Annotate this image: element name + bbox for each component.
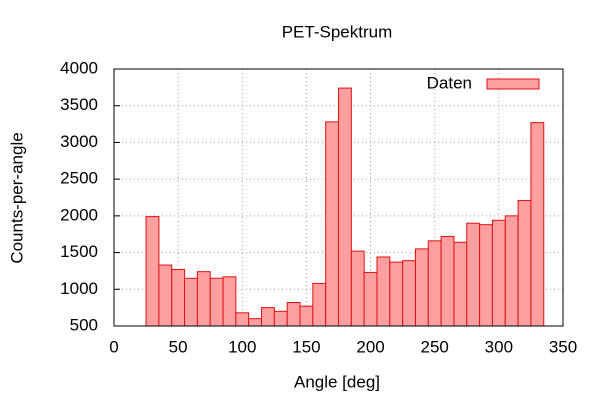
x-tick-label: 250: [421, 337, 449, 356]
bar: [363, 271, 378, 327]
bar: [376, 256, 391, 327]
bar: [158, 264, 173, 327]
legend-label: Daten: [427, 73, 472, 92]
x-tick-label: 300: [485, 337, 513, 356]
x-tick-label: 200: [356, 337, 384, 356]
bar: [440, 235, 455, 327]
bar: [235, 312, 250, 327]
legend-swatch: [486, 78, 540, 90]
bar: [184, 277, 198, 327]
x-tick-label: 100: [228, 337, 256, 356]
x-tick-label: 0: [109, 337, 118, 356]
bar: [479, 224, 493, 327]
plot-frame: [113, 68, 564, 327]
bar: [466, 222, 481, 327]
y-tick-label: 3000: [60, 132, 98, 151]
bar: [273, 310, 288, 327]
bar: [427, 240, 442, 327]
y-tick-label: 1000: [60, 279, 98, 298]
bar: [261, 307, 275, 327]
bar: [530, 122, 545, 327]
bar: [209, 277, 224, 327]
y-tick-label: 2500: [60, 169, 98, 188]
y-tick-label: 1500: [60, 242, 98, 261]
bar: [196, 271, 211, 327]
bar: [414, 248, 429, 327]
bar: [222, 276, 237, 327]
bar: [325, 121, 339, 327]
bar: [453, 241, 468, 327]
bar: [145, 216, 160, 327]
y-axis-label: Counts-per-angle: [7, 132, 26, 263]
x-tick-label: 150: [292, 337, 320, 356]
bar: [350, 250, 365, 327]
x-tick-label: 350: [549, 337, 577, 356]
bar: [248, 318, 263, 327]
bar: [312, 282, 327, 327]
y-tick-label: 2000: [60, 205, 98, 224]
y-tick-label: 500: [70, 315, 98, 334]
bar: [517, 199, 532, 327]
y-tick-label: 3500: [60, 95, 98, 114]
bar: [286, 302, 301, 327]
bar: [402, 260, 416, 327]
y-tick-label: 4000: [60, 58, 98, 77]
bar: [504, 215, 519, 327]
bar: [389, 261, 404, 327]
bar: [491, 219, 506, 327]
chart-title: PET-Spektrum: [282, 22, 393, 41]
bar: [338, 87, 352, 327]
bar: [171, 268, 186, 327]
x-tick-label: 50: [169, 337, 188, 356]
bar: [299, 305, 314, 327]
x-axis-label: Angle [deg]: [294, 372, 380, 391]
